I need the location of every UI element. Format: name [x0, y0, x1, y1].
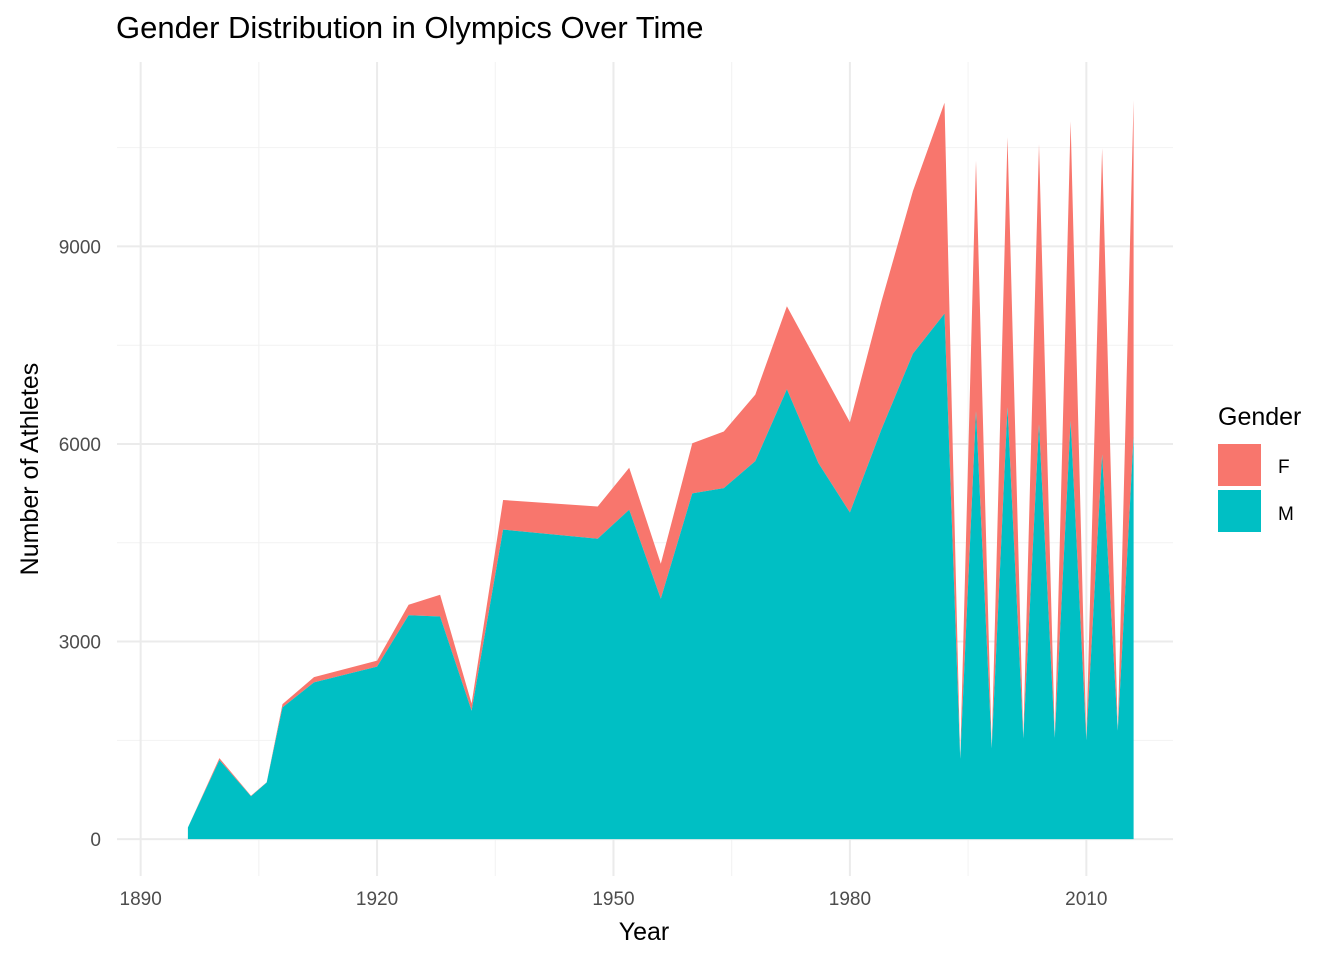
- legend-title: Gender: [1218, 403, 1301, 431]
- x-tick-label: 1920: [356, 889, 398, 910]
- chart-title: Gender Distribution in Olympics Over Tim…: [116, 10, 704, 45]
- y-axis-title: Number of Athletes: [16, 363, 44, 576]
- x-tick-label: 1890: [120, 889, 162, 910]
- x-axis-ticks: 1890 1920 1950 1980 2010: [120, 889, 1108, 910]
- x-tick-label: 1950: [592, 889, 634, 910]
- area-series: [187, 100, 1134, 840]
- area-f: [187, 100, 1134, 828]
- x-tick-label: 2010: [1065, 889, 1107, 910]
- legend-label-f: F: [1278, 457, 1290, 478]
- y-tick-label: 6000: [59, 435, 101, 456]
- x-axis-title: Year: [619, 918, 670, 946]
- y-tick-label: 3000: [59, 633, 101, 654]
- legend-swatch-f: [1218, 444, 1261, 486]
- y-tick-label: 0: [90, 830, 101, 851]
- legend: Gender F M: [1218, 403, 1301, 532]
- area-m: [187, 313, 1134, 840]
- y-axis-ticks: 0 3000 6000 9000: [59, 237, 101, 851]
- x-tick-label: 1980: [829, 889, 871, 910]
- legend-label-m: M: [1278, 504, 1294, 525]
- y-tick-label: 9000: [59, 237, 101, 258]
- legend-swatch-m: [1218, 490, 1261, 532]
